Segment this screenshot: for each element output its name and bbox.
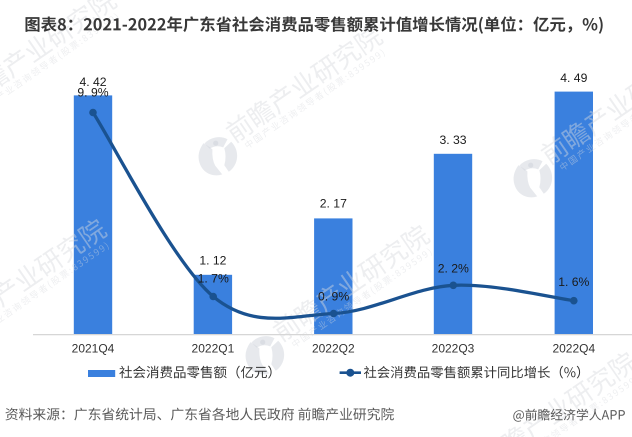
- svg-text:1. 12: 1. 12: [199, 254, 226, 268]
- svg-text:0. 9%: 0. 9%: [318, 289, 349, 303]
- svg-text:2. 17: 2. 17: [320, 197, 347, 211]
- svg-text:2022Q2: 2022Q2: [312, 342, 355, 356]
- svg-text:2022Q1: 2022Q1: [192, 342, 235, 356]
- svg-text:4. 49: 4. 49: [560, 71, 587, 85]
- svg-text:1. 6%: 1. 6%: [558, 275, 589, 289]
- svg-text:1. 7%: 1. 7%: [198, 272, 229, 286]
- svg-text:4. 42: 4. 42: [79, 75, 106, 89]
- svg-text:2022Q4: 2022Q4: [552, 342, 595, 356]
- svg-text:3. 33: 3. 33: [439, 133, 466, 147]
- svg-text:2021Q4: 2021Q4: [72, 342, 115, 356]
- svg-text:9. 9%: 9. 9%: [77, 86, 108, 100]
- svg-text:2. 2%: 2. 2%: [438, 262, 469, 276]
- svg-text:2022Q3: 2022Q3: [432, 342, 475, 356]
